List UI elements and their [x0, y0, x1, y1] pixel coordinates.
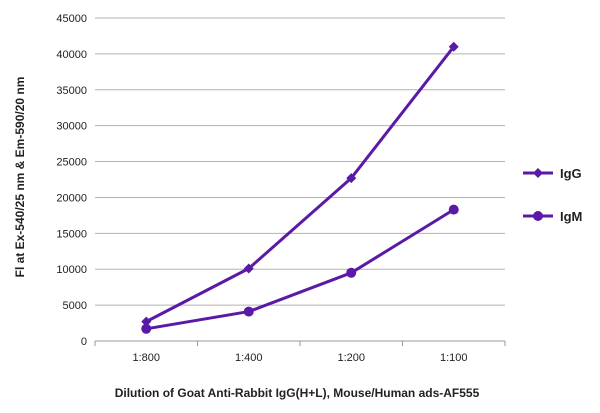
x-axis-tick-labels: 1:800 1:400 1:200 1:100 [94, 341, 506, 364]
y-axis-title: Fl at Ex-540/25 nm & Em-590/20 nm [13, 77, 27, 278]
y-tick-label: 10000 [56, 264, 87, 276]
series-igm [141, 204, 459, 334]
y-tick-label: 15000 [56, 228, 87, 240]
y-tick-label: 45000 [56, 13, 87, 25]
y-tick-label: 40000 [56, 49, 87, 61]
legend: IgG IgM [523, 166, 582, 224]
data-point [346, 173, 357, 184]
series-line [146, 208, 455, 331]
y-tick-label: 35000 [56, 85, 87, 97]
y-axis-tick-labels: 0 5000 10000 15000 20000 25000 30000 35000 40000… [56, 13, 87, 348]
series-line [145, 45, 455, 323]
y-tick-label: 30000 [56, 121, 87, 133]
legend-label: IgM [560, 209, 582, 224]
legend-item-igm: IgM [523, 209, 582, 224]
y-tick-label: 5000 [63, 300, 87, 312]
x-tick-label: 1:800 [132, 352, 160, 364]
series-lines [141, 41, 459, 334]
x-axis-title: Dilution of Goat Anti-Rabbit IgG(H+L), M… [115, 386, 480, 400]
series-igg [141, 41, 459, 327]
data-point [243, 306, 254, 317]
data-point [141, 323, 152, 334]
x-tick-label: 1:100 [440, 352, 468, 364]
data-point [346, 267, 357, 278]
x-tick-label: 1:200 [337, 352, 365, 364]
data-point [448, 41, 459, 52]
legend-item-igg: IgG [523, 166, 582, 181]
data-point [448, 204, 459, 215]
y-tick-label: 0 [81, 336, 87, 348]
legend-marker [533, 211, 543, 221]
y-tick-label: 20000 [56, 192, 87, 204]
y-tick-label: 25000 [56, 157, 87, 169]
x-tick-label: 1:400 [235, 352, 263, 364]
legend-label: IgG [560, 166, 582, 181]
legend-marker [533, 168, 543, 178]
data-point [141, 316, 152, 327]
data-point [243, 263, 254, 274]
gridlines [95, 17, 505, 306]
